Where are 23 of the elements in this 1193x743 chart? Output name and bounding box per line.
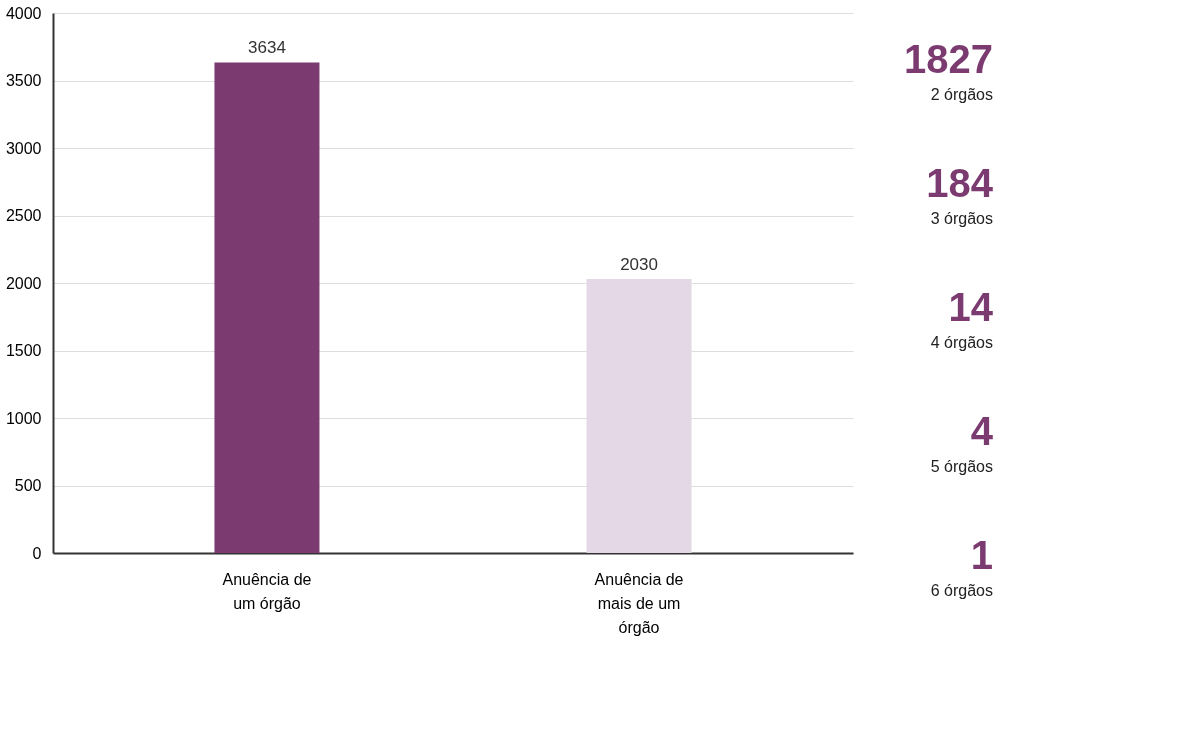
data-label: 3634 <box>248 38 286 58</box>
text: 6 órgãos <box>930 582 993 599</box>
text: 5 órgãos <box>930 458 993 475</box>
y-tick-label: 1500 <box>5 342 42 359</box>
text: 4 <box>970 409 994 453</box>
y-tick-label: 500 <box>14 477 42 494</box>
text: 14 <box>948 285 994 329</box>
y-tick-label: 3000 <box>5 139 42 157</box>
y-tick-label: 3500 <box>5 72 42 89</box>
data-label: 2030 <box>620 254 658 274</box>
text: 4 órgãos <box>930 334 993 351</box>
x-tick-label: Anuência de um órgão <box>222 570 312 612</box>
x-tick-label: Anuência de mais de um órgão <box>594 570 684 636</box>
text: 3 órgãos <box>930 210 993 227</box>
y-tick-label: 0 <box>32 544 42 562</box>
text: 184 <box>926 161 994 205</box>
text: 2 órgãos <box>930 86 993 103</box>
text: 1 <box>970 533 993 577</box>
y-tick-label: 1000 <box>5 409 42 427</box>
y-tick-label: 2000 <box>5 274 42 292</box>
y-tick-label: 4000 <box>5 4 42 22</box>
text: 1827 <box>904 37 993 81</box>
y-tick-label: 2500 <box>5 207 42 224</box>
